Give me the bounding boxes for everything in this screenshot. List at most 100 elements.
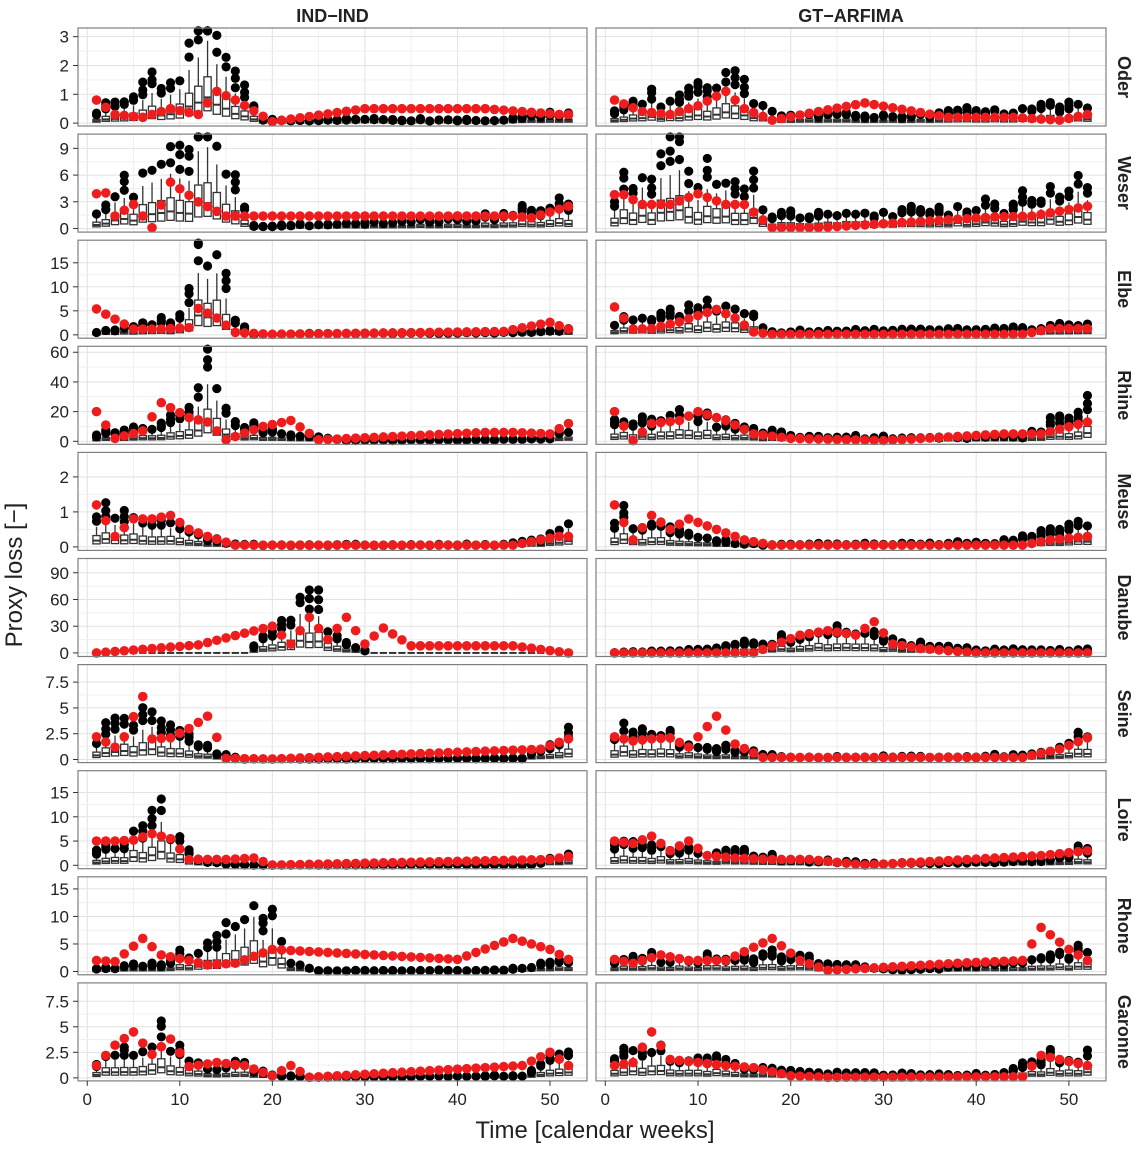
observed-point (758, 112, 768, 122)
observed-point (758, 539, 768, 549)
observed-point (453, 857, 463, 867)
observed-point (610, 302, 620, 312)
outlier-point (110, 713, 119, 722)
observed-point (684, 514, 694, 524)
observed-point (212, 426, 222, 436)
box (722, 322, 729, 331)
box (694, 212, 701, 224)
observed-point (212, 635, 222, 645)
box (176, 200, 183, 221)
outlier-point (212, 142, 221, 151)
observed-point (712, 413, 722, 423)
outlier-point (851, 210, 860, 219)
outlier-point (147, 166, 156, 175)
observed-point (221, 211, 231, 221)
box (713, 209, 720, 224)
observed-point (527, 855, 537, 865)
observed-point (184, 724, 194, 734)
observed-point (545, 318, 555, 328)
observed-point (425, 211, 435, 221)
outlier-point (157, 794, 166, 803)
observed-point (981, 113, 991, 123)
observed-point (897, 641, 907, 651)
outlier-point (490, 116, 499, 125)
outlier-point (758, 205, 767, 214)
box (648, 213, 655, 224)
observed-point (240, 854, 250, 864)
observed-point (369, 211, 379, 221)
observed-point (258, 540, 268, 550)
observed-point (925, 216, 935, 226)
observed-point (453, 104, 463, 114)
observed-point (295, 626, 305, 636)
observed-point (665, 733, 675, 743)
observed-point (564, 110, 574, 120)
observed-point (351, 751, 361, 761)
observed-point (554, 532, 564, 542)
observed-point (508, 540, 518, 550)
observed-point (194, 197, 204, 207)
row-strip-label: Rhine (1114, 370, 1134, 420)
outlier-point (471, 116, 480, 125)
observed-point (944, 113, 954, 123)
observed-point (675, 519, 685, 529)
outlier-point (296, 432, 305, 441)
observed-point (119, 732, 129, 742)
observed-point (138, 644, 148, 654)
observed-point (860, 435, 870, 445)
observed-point (277, 211, 287, 221)
observed-point (332, 859, 342, 869)
observed-point (471, 856, 481, 866)
observed-point (101, 420, 111, 430)
observed-point (1073, 737, 1083, 747)
outlier-point (628, 184, 637, 193)
y-tick-label: 0 (60, 644, 69, 663)
observed-point (916, 108, 926, 118)
observed-point (1036, 749, 1046, 759)
observed-point (619, 313, 629, 323)
observed-point (342, 859, 352, 869)
observed-point (471, 211, 481, 221)
outlier-point (203, 261, 212, 270)
y-tick-label: 5 (60, 302, 69, 321)
outlier-point (610, 321, 619, 330)
observed-point (990, 540, 1000, 550)
observed-point (693, 189, 703, 199)
observed-point (897, 218, 907, 228)
observed-point (925, 540, 935, 550)
observed-point (712, 305, 722, 315)
outlier-point (1074, 100, 1083, 109)
observed-point (305, 211, 315, 221)
y-tick-label: 3 (60, 193, 69, 212)
outlier-point (1018, 531, 1027, 540)
observed-point (832, 222, 842, 232)
outlier-point (666, 97, 675, 106)
observed-point (934, 111, 944, 121)
observed-point (823, 222, 833, 232)
observed-point (702, 521, 712, 531)
observed-point (406, 211, 416, 221)
observed-point (332, 540, 342, 550)
observed-point (231, 211, 241, 221)
observed-point (443, 104, 453, 114)
observed-point (92, 95, 102, 105)
observed-point (443, 327, 453, 337)
observed-point (758, 753, 768, 763)
observed-point (425, 328, 435, 338)
observed-point (203, 98, 213, 108)
observed-point (1036, 210, 1046, 220)
observed-point (619, 421, 629, 431)
outlier-point (870, 627, 879, 636)
outlier-point (1018, 186, 1027, 195)
outlier-point (286, 616, 295, 625)
outlier-point (101, 498, 110, 507)
observed-point (906, 753, 916, 763)
outlier-point (249, 221, 258, 230)
observed-point (258, 422, 268, 432)
box (731, 106, 738, 119)
observed-point (305, 613, 315, 623)
observed-point (147, 514, 157, 524)
outlier-point (194, 256, 203, 265)
outlier-point (175, 150, 184, 159)
